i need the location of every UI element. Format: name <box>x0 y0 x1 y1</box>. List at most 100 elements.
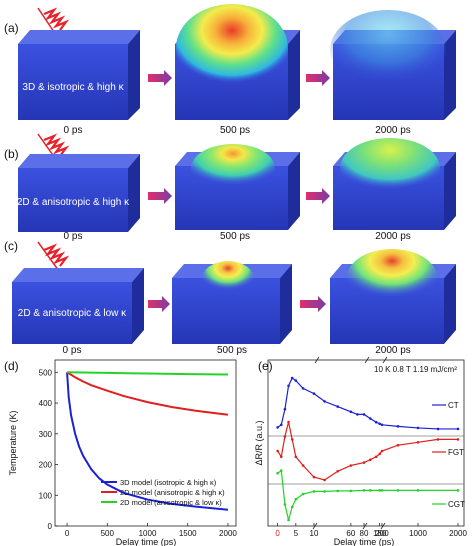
series-point-e-1 <box>380 449 384 453</box>
series-point-e-0 <box>396 425 400 428</box>
series-point-e-1 <box>294 455 298 459</box>
series-point-e-1 <box>301 464 305 467</box>
ylabel-e: ΔR/R (a.u.) <box>254 420 264 465</box>
series-line-e-2 <box>277 469 458 521</box>
y-tick-label-d: 400 <box>39 399 53 408</box>
series-point-e-1 <box>287 420 290 424</box>
series-point-e-2 <box>456 489 460 492</box>
arrow-c2 <box>300 296 326 312</box>
x-tick-label-d: 2000 <box>219 529 237 538</box>
series-point-e-1 <box>436 438 440 441</box>
series-point-e-0 <box>294 379 298 382</box>
arrow-c1 <box>148 296 170 312</box>
axis-break-e <box>312 522 318 530</box>
time-label-b2: 2000 ps <box>375 231 411 242</box>
series-line-d-2 <box>67 371 228 376</box>
series-point-e-1 <box>312 475 316 479</box>
series-point-e-2 <box>279 469 283 472</box>
x-tick-label-d: 1500 <box>179 529 197 538</box>
series-point-e-0 <box>362 413 366 416</box>
x-tick-label-e: 60 <box>346 529 355 538</box>
series-point-e-2 <box>349 489 353 493</box>
series-point-e-2 <box>290 505 294 509</box>
axis-break-e <box>314 356 320 364</box>
series-line-d-1 <box>66 371 229 416</box>
x-tick-label-e: 80 <box>360 529 369 538</box>
series-point-e-0 <box>380 423 384 427</box>
y-tick-label-d: 200 <box>39 461 53 470</box>
row-b: (b) 2D & anisotropic & high κ 0 ps 500 p <box>4 133 456 242</box>
time-label-b1: 500 ps <box>220 231 250 242</box>
y-tick-label-d: 100 <box>39 491 53 500</box>
y-tick-label-d: 0 <box>48 522 53 531</box>
model-label-b: 2D & anisotropic & high κ <box>17 197 130 208</box>
time-label-c0: 0 ps <box>63 345 82 356</box>
time-label-c2: 2000 ps <box>375 345 411 356</box>
series-point-e-0 <box>323 400 326 403</box>
series-point-e-1 <box>276 449 279 453</box>
legend-label-3d: 3D model (isotropic & high κ) <box>120 478 217 487</box>
x-tick-label-e: 180 <box>373 529 387 538</box>
block-0ps-b <box>18 154 140 232</box>
axis-break-e <box>382 356 388 364</box>
chart-e: (e) 10 K 0.8 T 1.19 mJ/cm² ΔR/R (a.u.) D… <box>254 356 467 546</box>
series-point-e-1 <box>283 435 287 438</box>
time-label-a0: 0 ps <box>64 125 83 136</box>
series-point-e-1 <box>323 478 326 482</box>
series-point-e-1 <box>349 464 353 467</box>
x-tick-label-e: 0 <box>275 529 280 538</box>
time-label-a1: 500 ps <box>220 125 250 136</box>
series-point-e-0 <box>312 392 316 395</box>
series-point-e-2 <box>276 471 279 475</box>
series-point-e-2 <box>380 489 384 492</box>
series-line-e-0 <box>277 377 458 430</box>
series-point-e-1 <box>456 438 460 441</box>
series-point-e-0 <box>456 427 460 431</box>
legend-label-e-0: CT <box>448 401 459 410</box>
arrow-b1 <box>148 188 172 204</box>
axis-break-e <box>362 522 368 530</box>
block-0ps-a <box>18 30 140 120</box>
series-point-e-1 <box>374 455 378 459</box>
series-point-e-1 <box>396 443 400 447</box>
series-line-d-0 <box>66 372 229 511</box>
x-tick-label-e: 200 <box>375 529 389 538</box>
block-0ps-c <box>12 268 144 344</box>
series-point-e-2 <box>362 489 366 492</box>
series-point-e-1 <box>290 438 294 441</box>
series-point-e-2 <box>312 490 316 493</box>
plot-frame-d <box>54 359 237 527</box>
block-500ps-b <box>175 144 300 230</box>
x-tick-label-e: 2000 <box>449 529 467 538</box>
ylabel-d: Temperature (K) <box>8 410 18 475</box>
block-2000ps-a <box>330 10 456 120</box>
x-tick-label-e: 1000 <box>409 529 427 538</box>
series-point-e-1 <box>378 452 381 456</box>
arrow-b2 <box>306 188 330 204</box>
panel-label-a: (a) <box>4 21 19 35</box>
plot-frame-e <box>267 359 465 527</box>
series-point-e-2 <box>283 503 287 506</box>
series-point-e-2 <box>416 489 420 492</box>
x-tick-label-d: 1000 <box>139 529 157 538</box>
x-tick-label-d: 500 <box>101 529 115 538</box>
arrow-a2 <box>306 70 330 86</box>
chart-d: (d) Temperature (K) Delay time (ps) 0 500… <box>4 359 237 546</box>
series-point-e-0 <box>287 384 290 388</box>
series-point-e-1 <box>336 470 340 473</box>
arrow-a1 <box>148 70 172 86</box>
time-label-b0: 0 ps <box>64 231 83 242</box>
row-c: (c) 2D & anisotropic & low κ 0 ps 500 ps <box>4 239 456 356</box>
y-tick-label-d: 500 <box>39 368 53 377</box>
series-point-e-2 <box>301 492 305 496</box>
series-point-e-2 <box>396 489 400 492</box>
series-point-e-0 <box>279 423 283 427</box>
axis-break-e <box>364 356 370 364</box>
time-label-a2: 2000 ps <box>375 125 411 136</box>
series-point-e-2 <box>287 518 290 522</box>
series-point-e-0 <box>378 422 381 426</box>
series-point-e-0 <box>276 426 279 429</box>
series-point-e-1 <box>369 458 372 462</box>
panel-label-c: (c) <box>4 239 18 253</box>
